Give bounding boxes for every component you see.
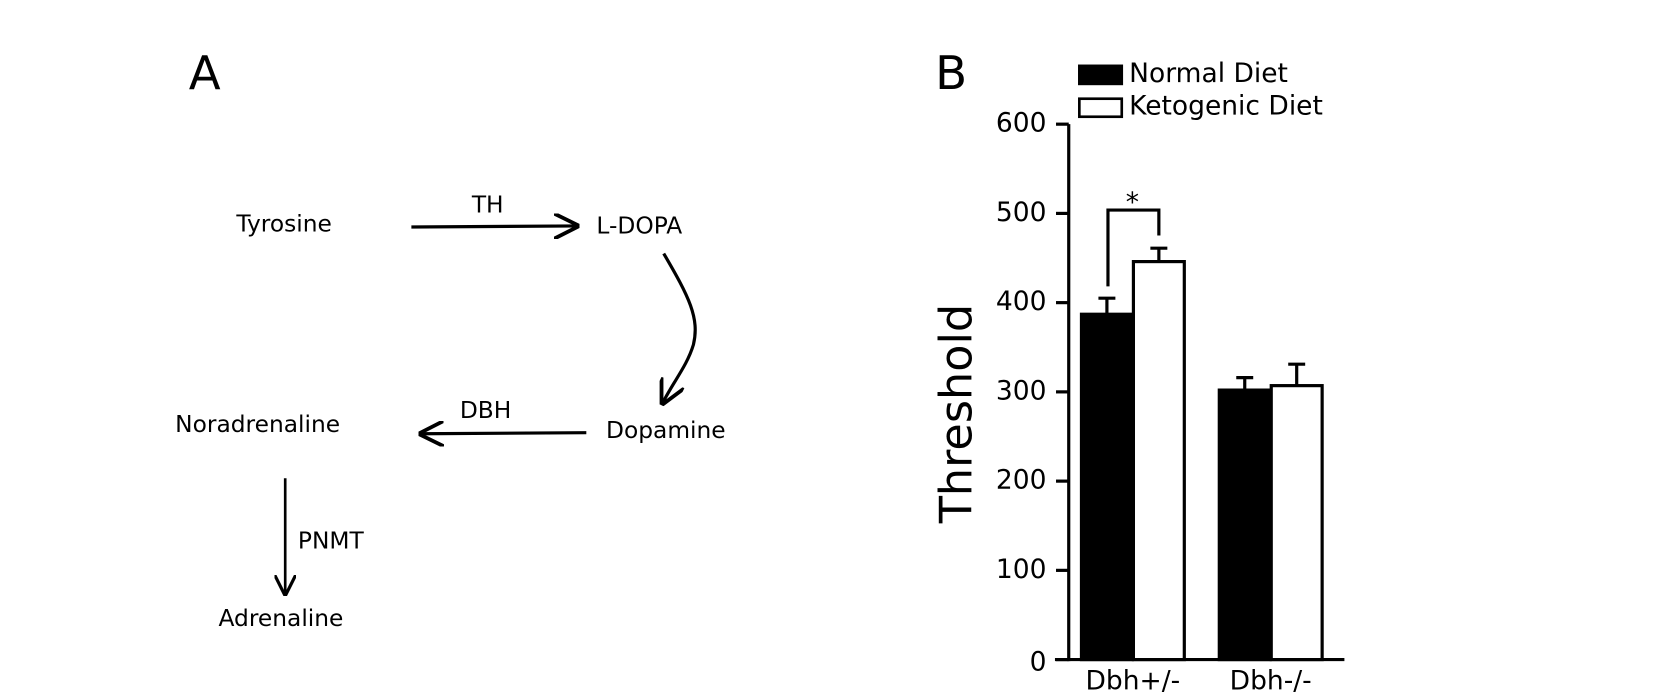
x-tick-label: Dbh+/- xyxy=(1086,665,1181,696)
y-tick-label: 400 xyxy=(996,286,1047,317)
legend-swatch xyxy=(1078,64,1124,86)
legend-label: Normal Diet xyxy=(1129,58,1288,89)
node: Adrenaline xyxy=(219,605,344,632)
enzyme: PNMT xyxy=(298,527,365,554)
y-tick-label: 100 xyxy=(996,554,1047,585)
enzyme: TH xyxy=(471,191,504,218)
arrow xyxy=(663,252,697,403)
panel-b: B Threshold * 0 100 200 300 400 500 600 Dbh+/- D… xyxy=(931,47,1345,696)
bar xyxy=(1079,312,1134,662)
significance-bracket xyxy=(1106,208,1161,287)
panel-a: A Tyrosine L-DOPA Dopamine Noradrenaline… xyxy=(175,47,725,632)
panel-label: B xyxy=(935,47,967,101)
y-tick-label: 0 xyxy=(1030,646,1047,677)
panel-label: A xyxy=(189,47,221,101)
legend-swatch xyxy=(1078,97,1124,119)
y-tick-label: 300 xyxy=(996,375,1047,406)
bar xyxy=(1217,388,1272,662)
bar xyxy=(1269,384,1324,662)
bar xyxy=(1131,260,1186,662)
y-axis-label: Threshold xyxy=(931,304,983,524)
y-tick-label: 500 xyxy=(996,197,1047,228)
node: L-DOPA xyxy=(596,213,682,240)
annotation: * xyxy=(1126,187,1139,218)
node: Tyrosine xyxy=(235,210,331,237)
arrow xyxy=(411,226,576,227)
node: Noradrenaline xyxy=(175,411,340,438)
enzyme: DBH xyxy=(460,397,511,424)
y-tick-label: 600 xyxy=(996,108,1047,139)
legend-label: Ketogenic Diet xyxy=(1129,91,1323,122)
x-tick-label: Dbh-/- xyxy=(1230,665,1312,696)
arrow xyxy=(421,433,587,434)
y-tick-label: 200 xyxy=(996,465,1047,496)
node: Dopamine xyxy=(606,417,726,444)
